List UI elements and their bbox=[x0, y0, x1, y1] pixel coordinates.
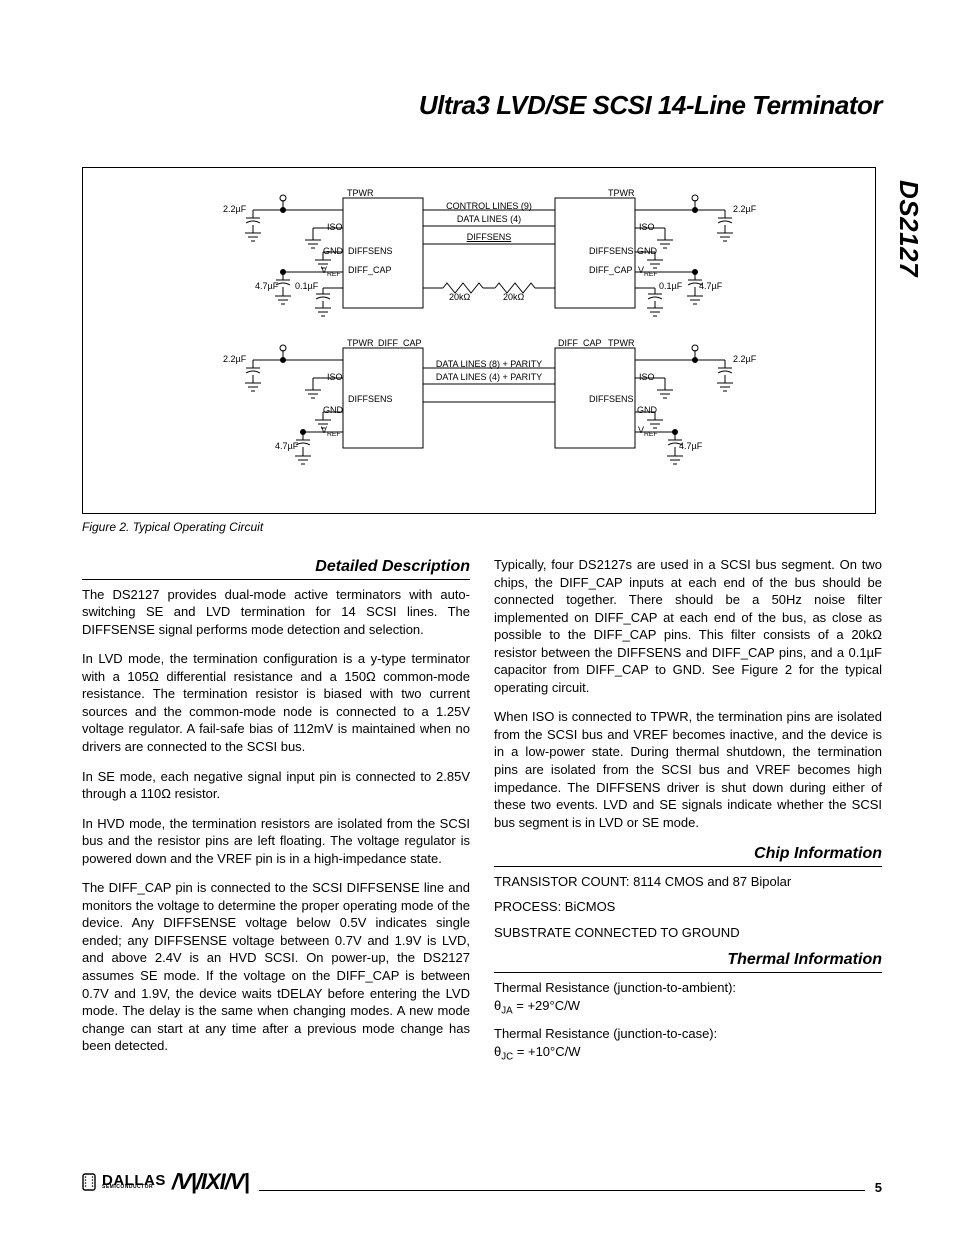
lbl-tpwr: TPWR bbox=[347, 338, 374, 348]
para: Typically, four DS2127s are used in a SC… bbox=[494, 556, 882, 696]
lbl-diffsens: DIFFSENS bbox=[589, 246, 634, 256]
lbl-vref: VREF bbox=[638, 265, 658, 278]
heading-chip: Chip Information bbox=[494, 843, 882, 867]
lbl-cap: 0.1µF bbox=[295, 281, 318, 291]
lbl-vref: VREF bbox=[321, 265, 341, 278]
lbl-cap: 0.1µF bbox=[659, 281, 682, 291]
lbl-res: 20kΩ bbox=[449, 292, 470, 302]
lbl-cap: 2.2µF bbox=[733, 354, 756, 364]
lbl-tpwr: TPWR bbox=[608, 188, 635, 198]
thermal-line: Thermal Resistance (junction-to-case):θJ… bbox=[494, 1025, 882, 1063]
thermal-line: Thermal Resistance (junction-to-ambient)… bbox=[494, 979, 882, 1017]
para: In LVD mode, the termination configurati… bbox=[82, 650, 470, 755]
lbl-gnd: GND bbox=[637, 246, 657, 256]
para: The DS2127 provides dual-mode active ter… bbox=[82, 586, 470, 639]
lbl-diffsens: DIFFSENS bbox=[348, 246, 393, 256]
lbl-data-lines: DATA LINES (4) + PARITY bbox=[429, 372, 549, 382]
lbl-ctrl-lines: CONTROL LINES (9) bbox=[443, 201, 535, 211]
dallas-icon bbox=[82, 1173, 96, 1191]
part-number-sidebar: DS2127 bbox=[893, 180, 924, 277]
para: The DIFF_CAP pin is connected to the SCS… bbox=[82, 879, 470, 1054]
lbl-cap: 2.2µF bbox=[223, 354, 246, 364]
body-columns: Detailed Description The DS2127 provides… bbox=[82, 556, 882, 1069]
lbl-diffcap: DIFF_CAP bbox=[558, 338, 602, 348]
lbl-iso: ISO bbox=[639, 222, 655, 232]
chip-line: PROCESS: BiCMOS bbox=[494, 898, 882, 916]
lbl-iso: ISO bbox=[327, 372, 343, 382]
brand-logo: DALLAS SEMICONDUCTOR /V|/IXI/V| bbox=[82, 1169, 249, 1195]
lbl-diffcap: DIFF_CAP bbox=[348, 265, 392, 275]
para: In HVD mode, the termination resistors a… bbox=[82, 815, 470, 868]
lbl-diffsens: DIFFSENS bbox=[589, 394, 634, 404]
lbl-diffsens: DIFFSENS bbox=[348, 394, 393, 404]
brand-maxim: /V|/IXI/V| bbox=[172, 1169, 249, 1195]
heading-thermal: Thermal Information bbox=[494, 949, 882, 973]
lbl-tpwr: TPWR bbox=[347, 188, 374, 198]
lbl-diffcap: DIFF_CAP bbox=[378, 338, 422, 348]
lbl-gnd: GND bbox=[323, 405, 343, 415]
lbl-tpwr: TPWR bbox=[608, 338, 635, 348]
lbl-cap: 4.7µF bbox=[275, 441, 298, 451]
page-number: 5 bbox=[875, 1180, 882, 1195]
lbl-cap: 4.7µF bbox=[699, 281, 722, 291]
para: In SE mode, each negative signal input p… bbox=[82, 768, 470, 803]
lbl-gnd: GND bbox=[637, 405, 657, 415]
lbl-iso: ISO bbox=[639, 372, 655, 382]
page-title: Ultra3 LVD/SE SCSI 14-Line Terminator bbox=[82, 90, 882, 121]
lbl-cap: 2.2µF bbox=[223, 204, 246, 214]
lbl-vref: VREF bbox=[638, 425, 658, 438]
lbl-res: 20kΩ bbox=[503, 292, 524, 302]
footer-rule bbox=[259, 1190, 865, 1191]
brand-dallas-sub: SEMICONDUCTOR bbox=[102, 1186, 153, 1190]
para: When ISO is connected to TPWR, the termi… bbox=[494, 708, 882, 831]
lbl-data-lines: DATA LINES (8) + PARITY bbox=[429, 359, 549, 369]
lbl-vref: VREF bbox=[321, 425, 341, 438]
chip-line: SUBSTRATE CONNECTED TO GROUND bbox=[494, 924, 882, 942]
figure-2-circuit: TPWR TPWR 2.2µF 2.2µF ISO ISO GND GND VR… bbox=[82, 167, 876, 514]
lbl-data-lines: DATA LINES (4) bbox=[443, 214, 535, 224]
chip-line: TRANSISTOR COUNT: 8114 CMOS and 87 Bipol… bbox=[494, 873, 882, 891]
lbl-cap: 4.7µF bbox=[679, 441, 702, 451]
lbl-gnd: GND bbox=[323, 246, 343, 256]
lbl-cap: 2.2µF bbox=[733, 204, 756, 214]
figure-caption: Figure 2. Typical Operating Circuit bbox=[82, 520, 882, 534]
heading-detailed: Detailed Description bbox=[82, 556, 470, 580]
lbl-diffcap: DIFF_CAP bbox=[589, 265, 633, 275]
lbl-cap: 4.7µF bbox=[255, 281, 278, 291]
lbl-diffsens-mid: DIFFSENS bbox=[459, 232, 519, 242]
page-footer: DALLAS SEMICONDUCTOR /V|/IXI/V| 5 bbox=[82, 1169, 882, 1195]
lbl-iso: ISO bbox=[327, 222, 343, 232]
